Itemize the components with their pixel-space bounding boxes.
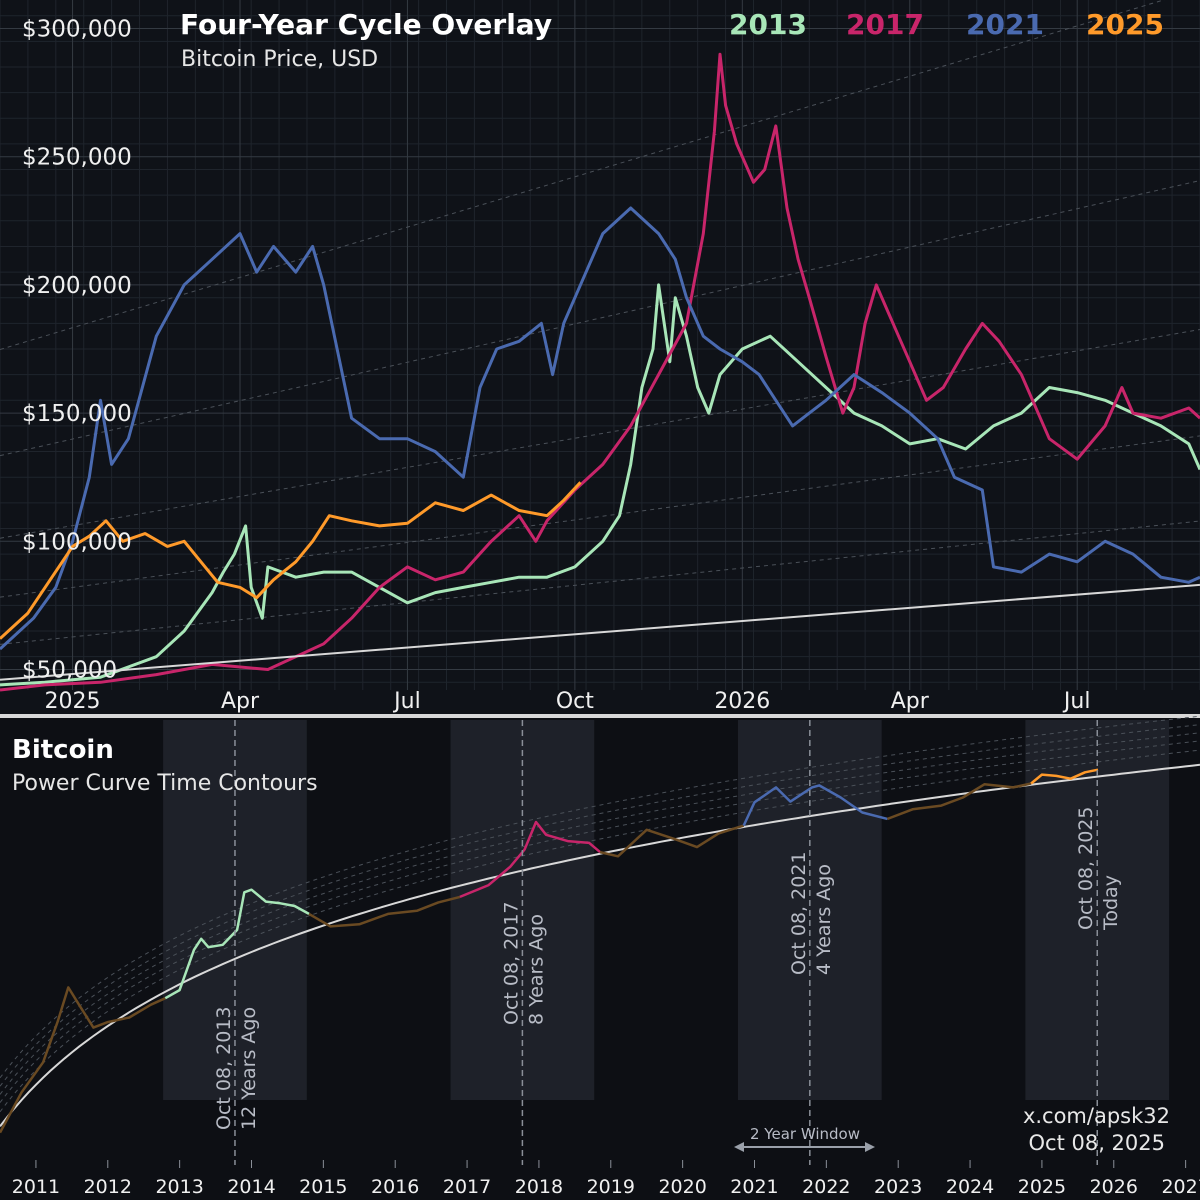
y-tick-label: $250,000 xyxy=(22,145,132,171)
history-segment-2021 xyxy=(742,784,888,827)
contour-line xyxy=(0,724,1200,1087)
x-tick-label: 2016 xyxy=(371,1176,419,1198)
x-tick-label: Jul xyxy=(392,689,421,714)
window-label: 2 Year Window xyxy=(750,1125,860,1143)
y-tick-label: $300,000 xyxy=(22,17,132,43)
y-tick-label: $100,000 xyxy=(22,529,132,555)
history-segment-other xyxy=(0,986,166,1134)
contour-line xyxy=(0,740,1200,1103)
window-arrow-left xyxy=(734,1142,744,1152)
x-tick-label: 2024 xyxy=(946,1176,994,1198)
x-tick-label: 2027 xyxy=(1161,1176,1200,1198)
date-marker-age: 4 Years Ago xyxy=(813,864,835,975)
contour-line xyxy=(0,749,1200,1113)
contour-line xyxy=(0,180,1200,457)
x-tick-label: Jul xyxy=(1062,689,1091,714)
y-tick-label: $150,000 xyxy=(22,401,132,427)
contour-line xyxy=(0,732,1200,1095)
x-tick-label: Apr xyxy=(221,689,260,714)
window-indicator: 2 Year Window xyxy=(734,1125,875,1152)
series-line-2017 xyxy=(0,52,1200,692)
x-tick-label: 2026 xyxy=(714,689,770,714)
legend-entry-2025: 2025 xyxy=(1086,8,1164,41)
date-marker-date: Oct 08, 2021 xyxy=(788,852,810,976)
x-tick-label: 2013 xyxy=(155,1176,203,1198)
bottom-x-axis: 2011 2012 2013 2014 2015 2016 2017 2018 2019 2020… xyxy=(12,1160,1200,1198)
x-tick-label: 2021 xyxy=(730,1176,778,1198)
series-line-2013 xyxy=(0,283,1200,687)
series-line-2025 xyxy=(0,481,582,640)
date-markers: Oct 08, 2013 12 Years Ago Oct 08, 2017 8 Ye… xyxy=(213,720,1122,1165)
credit-handle: x.com/apsk32 xyxy=(1023,1104,1170,1128)
x-tick-label: 2014 xyxy=(227,1176,275,1198)
contour-line xyxy=(0,0,1166,350)
window-arrow-right xyxy=(865,1142,875,1152)
panel-divider xyxy=(0,714,1200,718)
date-marker-date: Oct 08, 2025 xyxy=(1075,807,1097,931)
history-segment-other xyxy=(599,824,745,858)
x-tick-label: 2022 xyxy=(802,1176,850,1198)
date-marker-age: 8 Years Ago xyxy=(525,914,547,1025)
x-tick-label: 2012 xyxy=(84,1176,132,1198)
legend-entry-2021: 2021 xyxy=(966,8,1044,41)
credit-date: Oct 08, 2025 xyxy=(1029,1131,1166,1155)
top-series xyxy=(0,52,1200,692)
x-tick-label: 2018 xyxy=(515,1176,563,1198)
top-x-axis: 2025 Apr Jul Oct 2026 Apr Jul xyxy=(45,689,1091,714)
top-y-axis: $50,000 $100,000 $150,000 $200,000 $250,000 $… xyxy=(22,17,132,684)
top-panel-background xyxy=(0,0,1200,714)
bottom-chart-subtitle: Power Curve Time Contours xyxy=(12,771,318,796)
bottom-chart-title: Bitcoin xyxy=(12,735,114,765)
date-marker-age: 12 Years Ago xyxy=(238,1007,260,1130)
legend-entry-2013: 2013 xyxy=(729,8,807,41)
history-segment-2013 xyxy=(164,888,310,1000)
power-curve-line xyxy=(0,583,1200,681)
date-marker-date: Oct 08, 2013 xyxy=(213,1007,235,1131)
series-line-2021 xyxy=(0,206,1200,651)
x-tick-label: 2025 xyxy=(1018,1176,1066,1198)
x-tick-label: 2017 xyxy=(443,1176,491,1198)
top-grid xyxy=(0,0,1200,690)
x-tick-label: 2025 xyxy=(45,689,101,714)
top-contours xyxy=(0,0,1200,645)
x-tick-label: Oct xyxy=(556,689,594,714)
date-marker-age: Today xyxy=(1100,875,1122,931)
power-curve-line xyxy=(0,763,1200,1128)
history-segment-other xyxy=(886,782,1032,821)
contour-line xyxy=(0,520,1200,645)
history-segment-2017 xyxy=(459,820,601,899)
contour-line xyxy=(0,329,1200,539)
contour-line xyxy=(0,715,1200,1079)
history-segment-other xyxy=(308,895,461,928)
bottom-contours xyxy=(0,715,1200,1128)
top-legend: 2013 2017 2021 2025 xyxy=(729,8,1164,41)
top-chart-title: Four-Year Cycle Overlay xyxy=(180,8,552,41)
y-tick-label: $50,000 xyxy=(22,657,117,683)
x-tick-label: 2023 xyxy=(874,1176,922,1198)
history-segment-2025 xyxy=(1030,768,1099,785)
legend-entry-2017: 2017 xyxy=(846,8,924,41)
x-tick-label: Apr xyxy=(891,689,930,714)
x-tick-label: 2015 xyxy=(299,1176,347,1198)
contour-line xyxy=(0,435,1200,598)
x-tick-label: 2020 xyxy=(658,1176,706,1198)
x-tick-label: 2019 xyxy=(587,1176,635,1198)
bottom-series xyxy=(0,768,1099,1134)
x-tick-label: 2026 xyxy=(1090,1176,1138,1198)
y-tick-label: $200,000 xyxy=(22,273,132,299)
x-tick-label: 2011 xyxy=(12,1176,60,1198)
date-marker-date: Oct 08, 2017 xyxy=(500,902,522,1026)
top-chart-subtitle: Bitcoin Price, USD xyxy=(181,47,378,72)
